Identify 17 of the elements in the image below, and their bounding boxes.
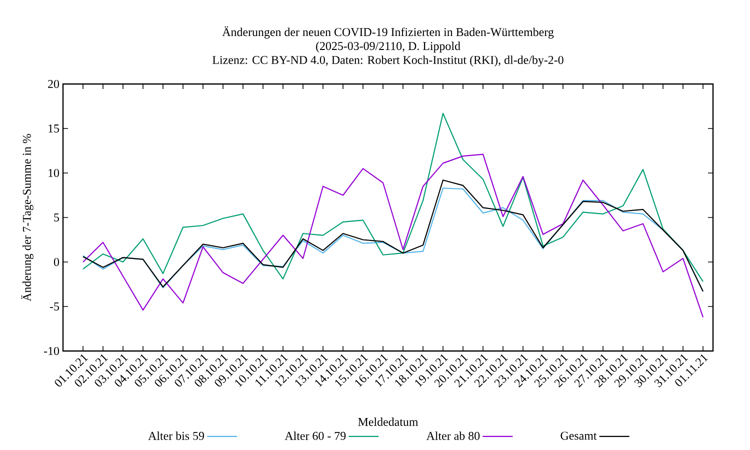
- y-tick-label: -5: [50, 302, 60, 310]
- x-axis-title: Meldedatum: [358, 418, 418, 426]
- y-tick-label: -10: [44, 346, 60, 356]
- y-tick-label: 5: [54, 214, 60, 222]
- chart-subtitle: (2025-03-09/2110, D. Lippold: [316, 42, 460, 52]
- line-series: [82, 112, 704, 282]
- legend-label: Alter ab 80: [426, 432, 480, 440]
- y-tick-label: 20: [48, 80, 60, 88]
- y-tick-label: 0: [54, 258, 60, 266]
- y-axis-title: Änderung der 7-Tage-Summe in %: [21, 134, 34, 302]
- legend-label: Alter bis 59: [148, 432, 204, 440]
- y-tick-label: 15: [48, 124, 60, 132]
- legend-label: Gesamt: [560, 432, 597, 440]
- text: Lizenz: CC BY-ND 4.0, Daten: Robert Koch-Institut (RKI), dl-de/by-2-0: [212, 56, 564, 66]
- legend-label: Alter 60 - 79: [284, 432, 346, 440]
- y-tick-label: 10: [48, 168, 60, 178]
- chart-title: Änderungen der neuen COVID-19 Infizierten in Baden-Württemberg: [222, 26, 554, 39]
